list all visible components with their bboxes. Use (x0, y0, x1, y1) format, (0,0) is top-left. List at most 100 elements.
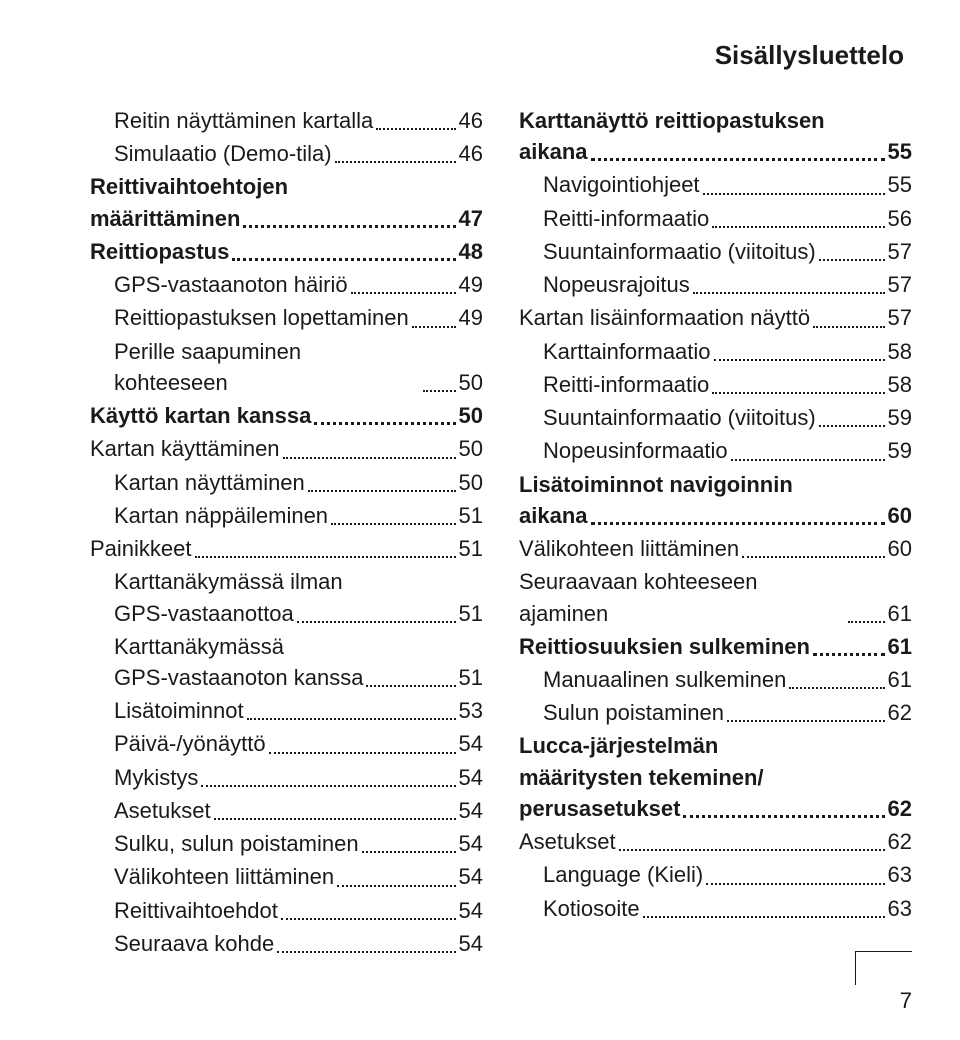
toc-dots (423, 390, 455, 392)
toc-dots (727, 720, 885, 722)
toc-entry: Kotiosoite63 (519, 893, 912, 924)
toc-dots (362, 851, 456, 853)
toc-dots (308, 490, 456, 492)
toc-dots (813, 653, 885, 656)
toc-page: 54 (459, 895, 483, 926)
toc-page: 54 (459, 728, 483, 759)
toc-dots (742, 556, 884, 558)
toc-page: 48 (459, 236, 483, 267)
toc-entry: Painikkeet51 (90, 533, 483, 564)
toc-label: Suuntainformaatio (viitoitus) (543, 236, 816, 267)
toc-columns: Reitin näyttäminen kartalla46Simulaatio … (90, 105, 912, 961)
toc-dots (819, 259, 885, 261)
toc-page: 50 (459, 433, 483, 464)
toc-dots (683, 815, 884, 818)
toc-dots (712, 226, 884, 228)
toc-entry: Seuraavaan kohteeseen ajaminen61 (519, 566, 912, 628)
toc-entry: Simulaatio (Demo-tila)46 (90, 138, 483, 169)
toc-page: 51 (459, 598, 483, 629)
toc-page: 54 (459, 928, 483, 959)
toc-entry: Välikohteen liittäminen54 (90, 861, 483, 892)
toc-entry: Asetukset54 (90, 795, 483, 826)
toc-label: Reitti-informaatio (543, 203, 709, 234)
toc-dots (331, 523, 455, 525)
toc-dots (712, 392, 884, 394)
toc-page: 49 (459, 269, 483, 300)
toc-entry: Kartan näyttäminen50 (90, 467, 483, 498)
toc-dots (335, 161, 456, 163)
toc-page: 62 (888, 826, 912, 857)
toc-entry: Karttainformaatio58 (519, 336, 912, 367)
toc-entry: Mykistys54 (90, 762, 483, 793)
toc-entry: aikana 60 (519, 500, 912, 531)
toc-page: 60 (888, 533, 912, 564)
toc-dots (693, 292, 885, 294)
toc-dots (412, 326, 456, 328)
toc-page: 55 (888, 136, 912, 167)
toc-label: Seuraava kohde (114, 928, 274, 959)
toc-dots (283, 457, 456, 459)
toc-entry-line: Lisätoiminnot navigoinnin (519, 469, 912, 500)
toc-label: Navigointiohjeet (543, 169, 700, 200)
toc-left-column: Reitin näyttäminen kartalla46Simulaatio … (90, 105, 483, 961)
toc-label: Välikohteen liittäminen (519, 533, 739, 564)
footer-rule (856, 951, 912, 952)
toc-label: Asetukset (519, 826, 616, 857)
toc-page: 53 (459, 695, 483, 726)
toc-entry: Reitti-informaatio 56 (519, 203, 912, 234)
toc-dots (277, 951, 455, 953)
toc-label: Kartan näppäileminen (114, 500, 328, 531)
toc-page: 50 (459, 367, 483, 398)
toc-label: Lisätoiminnot (114, 695, 244, 726)
toc-entry: Kartan lisäinformaation näyttö57 (519, 302, 912, 333)
toc-entry: Kartan käyttäminen50 (90, 433, 483, 464)
toc-entry-line: määritysten tekeminen/ (519, 762, 912, 793)
toc-label: Manuaalinen sulkeminen (543, 664, 786, 695)
toc-label: Reittiosuuksien sulkeminen (519, 631, 810, 662)
toc-dots (813, 326, 884, 328)
toc-page: 54 (459, 795, 483, 826)
toc-entry: Navigointiohjeet 55 (519, 169, 912, 200)
toc-entry: Nopeusrajoitus57 (519, 269, 912, 300)
toc-entry: määrittäminen47 (90, 203, 483, 234)
toc-page: 56 (888, 203, 912, 234)
toc-label: Reitti-informaatio (543, 369, 709, 400)
toc-label: aikana (519, 500, 588, 531)
toc-entry: Reittiopastus48 (90, 236, 483, 267)
toc-entry: aikana55 (519, 136, 912, 167)
toc-label: Seuraavaan kohteeseen ajaminen (519, 566, 845, 628)
toc-right-column: Karttanäyttö reittiopastuksenaikana55Nav… (519, 105, 912, 961)
toc-label: perusasetukset (519, 793, 680, 824)
toc-entry: GPS-vastaanoton kanssa51 (90, 662, 483, 693)
toc-entry: Päivä-/yönäyttö54 (90, 728, 483, 759)
toc-entry-line: Lucca-järjestelmän (519, 730, 912, 761)
toc-dots (591, 522, 885, 525)
toc-entry: Lisätoiminnot 53 (90, 695, 483, 726)
toc-label: Kartan näyttäminen (114, 467, 305, 498)
toc-page: 50 (459, 400, 483, 431)
toc-page: 51 (459, 533, 483, 564)
toc-page: 55 (888, 169, 912, 200)
toc-entry-line: Karttanäkymässä ilman (90, 566, 483, 597)
toc-dots (643, 916, 885, 918)
toc-entry: GPS-vastaanoton häiriö49 (90, 269, 483, 300)
toc-page: 61 (888, 631, 912, 662)
toc-dots (269, 752, 456, 754)
toc-entry: Reitin näyttäminen kartalla46 (90, 105, 483, 136)
toc-page: 63 (888, 859, 912, 890)
toc-entry: Reittivaihtoehdot54 (90, 895, 483, 926)
toc-entry: Sulku, sulun poistaminen54 (90, 828, 483, 859)
toc-page: 59 (888, 402, 912, 433)
toc-entry: Suuntainformaatio (viitoitus)59 (519, 402, 912, 433)
toc-dots (819, 425, 885, 427)
toc-entry: Reittiopastuksen lopettaminen49 (90, 302, 483, 333)
toc-dots (703, 193, 885, 195)
toc-dots (337, 885, 455, 887)
toc-page: 60 (888, 500, 912, 531)
toc-entry: Suuntainformaatio (viitoitus)57 (519, 236, 912, 267)
toc-page: 46 (459, 138, 483, 169)
toc-dots (789, 687, 884, 689)
toc-label: Sulku, sulun poistaminen (114, 828, 359, 859)
toc-dots (243, 225, 455, 228)
toc-label: Karttainformaatio (543, 336, 711, 367)
